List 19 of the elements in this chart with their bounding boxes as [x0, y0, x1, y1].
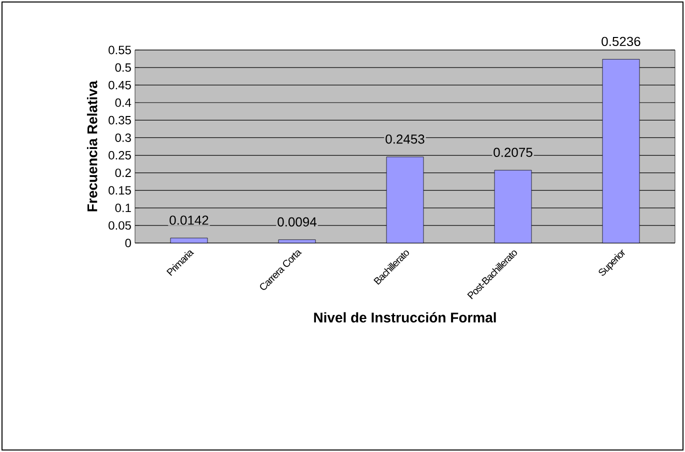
y-tick-label: 0: [125, 238, 132, 248]
y-tick-label: 0.45: [108, 80, 131, 90]
y-axis-title: Frecuencia Relativa: [86, 80, 98, 212]
data-label: 0.0142: [170, 216, 208, 225]
y-tick-label: 0.25: [108, 151, 131, 160]
y-tick-label: 0.55: [108, 46, 131, 54]
y-tick-label: 0.5: [115, 63, 131, 72]
y-tick-label: 0.1: [115, 204, 131, 212]
x-axis-title: Nivel de Instrucción Formal: [314, 312, 496, 322]
y-tick-label: 0.2: [115, 168, 131, 178]
y-tick-label: 0.35: [108, 116, 131, 124]
data-label: 0.0094: [278, 217, 316, 226]
data-label: 0.2453: [386, 134, 424, 144]
data-label: 0.2075: [494, 148, 532, 157]
y-tick-label: 0.15: [108, 186, 131, 195]
y-tick-label: 0.4: [115, 98, 132, 107]
data-label: 0.5236: [602, 36, 640, 46]
y-tick-label: 0.05: [108, 221, 131, 230]
y-tick-label: 0.3: [115, 133, 131, 142]
